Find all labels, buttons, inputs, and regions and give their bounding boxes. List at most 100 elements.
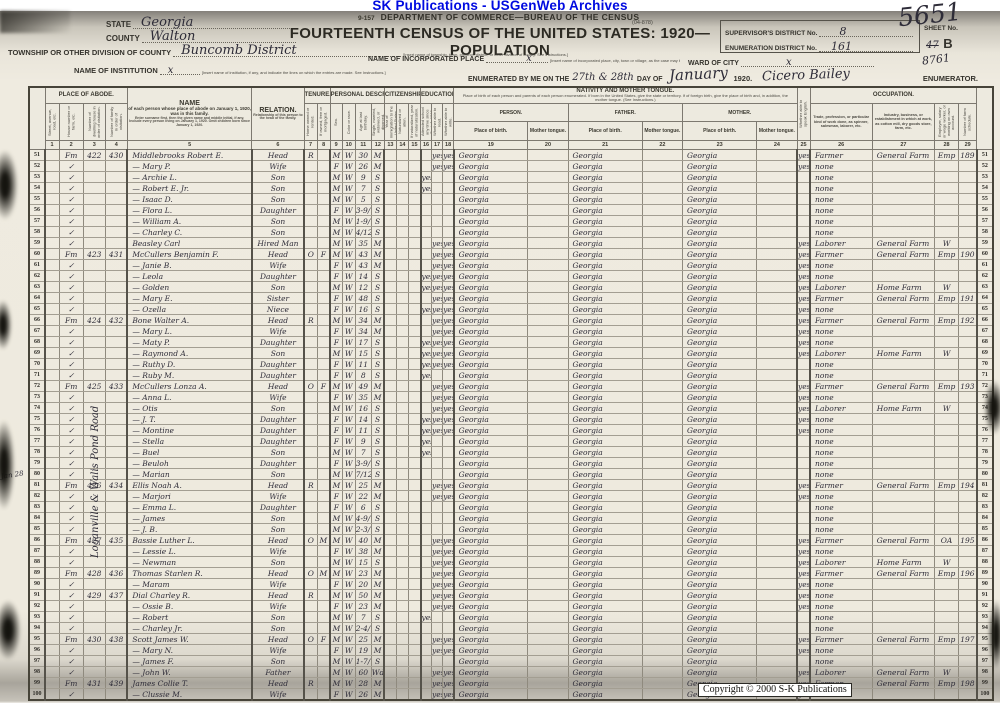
cell-owned-free-mortgaged: F	[316, 247, 332, 260]
cell-industry	[871, 412, 936, 425]
cell-occupation: Laborer	[809, 280, 873, 293]
cell-attended-school	[419, 577, 433, 590]
cell-row-number: 84	[976, 511, 994, 524]
cell-able-write: yes	[442, 489, 455, 502]
cell-employment-class	[934, 203, 960, 216]
cell-home-owned	[303, 401, 318, 414]
cell-row-number: 62	[976, 269, 994, 282]
cell-house: ✓	[58, 181, 84, 194]
cell-house: ✓	[58, 335, 84, 348]
cell-age: 25	[354, 478, 372, 491]
census-table: PLACE OF ABODE. NAME of each person whose …	[28, 86, 994, 701]
cell-age: 1-7/12	[354, 654, 372, 667]
cell-owned-free-mortgaged	[316, 225, 332, 238]
cell-naturalized	[395, 687, 409, 701]
cell-age: 35	[354, 236, 372, 249]
cell-marital-status: S	[370, 346, 386, 359]
cell-employment-class	[934, 610, 960, 623]
cell-age: 16	[354, 401, 372, 414]
cell-color-race: W	[341, 555, 356, 568]
cell-mother-tongue-person	[527, 181, 569, 194]
cell-marital-status: S	[370, 610, 386, 623]
cell-able-read: yes	[431, 489, 444, 502]
cell-attended-school	[419, 291, 433, 304]
cell-able-read	[431, 511, 444, 524]
cell-age: 7/12	[354, 467, 372, 480]
cell-industry	[871, 302, 936, 315]
cell-farm-schedule	[958, 225, 978, 238]
cell-name: — Ozella	[126, 302, 253, 315]
cell-marital-status: S	[370, 335, 386, 348]
cell-able-write	[442, 203, 455, 216]
cell-marital-status: S	[370, 555, 386, 568]
cell-relation: Sister	[251, 291, 306, 304]
enumerator-label: ENUMERATOR.	[922, 74, 978, 83]
incorporated-note: [Insert name of incorporated place, city…	[550, 58, 680, 63]
state-blank: Georgia	[133, 15, 296, 30]
county-blank: Walton	[141, 29, 296, 44]
cell-occupation: none	[809, 643, 873, 656]
vertical-column-caption: Home owned or rented.	[305, 107, 315, 136]
cell-house: ✓	[58, 577, 84, 590]
cell-dwelling-number	[82, 599, 106, 612]
table-row: 88✓— NewmanSonMW15SyesyesGeorgiaGeorgiaG…	[28, 555, 994, 568]
cell-color-race: W	[341, 500, 356, 513]
cell-employment-class	[934, 423, 960, 436]
cell-pob-father: Georgia	[567, 423, 643, 436]
cell-pob-mother: Georgia	[681, 654, 758, 667]
cell-employment-class: W	[934, 401, 960, 414]
cell-farm-schedule	[958, 181, 978, 194]
cell-home-owned	[303, 214, 318, 227]
cell-immigration-year	[383, 324, 397, 337]
cell-street	[44, 313, 60, 326]
cell-able-write	[442, 170, 455, 183]
cell-mother-tongue-person	[527, 665, 569, 678]
cell-employment-class	[934, 214, 960, 227]
cell-house: ✓	[58, 511, 84, 524]
group-place-of-abode: PLACE OF ABODE.	[44, 86, 128, 104]
cell-name: — Golden	[126, 280, 253, 293]
cell-street	[44, 357, 60, 370]
cell-farm-schedule: 194	[958, 478, 978, 491]
cell-speaks-english: yes	[796, 346, 812, 359]
column-number: 29	[958, 139, 978, 150]
cell-owned-free-mortgaged	[316, 181, 332, 194]
cell-immigration-year	[383, 181, 397, 194]
vertical-column-caption: Single, married, widowed, or divorced.	[371, 107, 385, 136]
cell-mother-tongue-mother	[756, 478, 799, 491]
cell-able-write	[442, 456, 455, 469]
cell-mother-tongue-father	[641, 676, 683, 689]
cell-able-read	[431, 654, 444, 667]
cell-pob-mother: Georgia	[681, 412, 758, 425]
cell-marital-status: M	[370, 533, 386, 546]
cell-farm-schedule	[958, 577, 978, 590]
cell-pob-mother: Georgia	[681, 566, 758, 579]
cell-speaks-english	[796, 500, 812, 513]
cell-able-write: yes	[442, 313, 455, 326]
cell-mother-tongue-mother	[756, 192, 799, 205]
cell-naturalized	[395, 258, 409, 271]
cell-pob-father: Georgia	[567, 247, 643, 260]
column-caption: Sex.	[329, 102, 343, 141]
cell-mother-tongue-father	[641, 621, 683, 634]
cell-immigration-year	[383, 379, 397, 392]
cell-mother-tongue-father	[641, 654, 683, 667]
cell-mother-tongue-person	[527, 302, 569, 315]
column-number: 23	[681, 139, 758, 150]
cell-owned-free-mortgaged	[316, 148, 332, 161]
cell-relation: Daughter	[251, 357, 306, 370]
cell-color-race: W	[341, 324, 356, 337]
cell-relation: Son	[251, 192, 306, 205]
cell-home-owned	[303, 324, 318, 337]
cell-occupation: none	[809, 511, 873, 524]
cell-occupation: none	[809, 588, 873, 601]
cell-owned-free-mortgaged: M	[316, 566, 332, 579]
cell-industry	[871, 489, 936, 502]
cell-row-number: 87	[976, 544, 994, 557]
cell-row-number: 83	[28, 500, 47, 513]
cell-owned-free-mortgaged	[316, 467, 332, 480]
cell-able-write: yes	[442, 632, 455, 645]
copyright-stamp: Copyright © 2000 S-K Publications	[698, 683, 852, 697]
cell-mother-tongue-mother	[756, 390, 799, 403]
